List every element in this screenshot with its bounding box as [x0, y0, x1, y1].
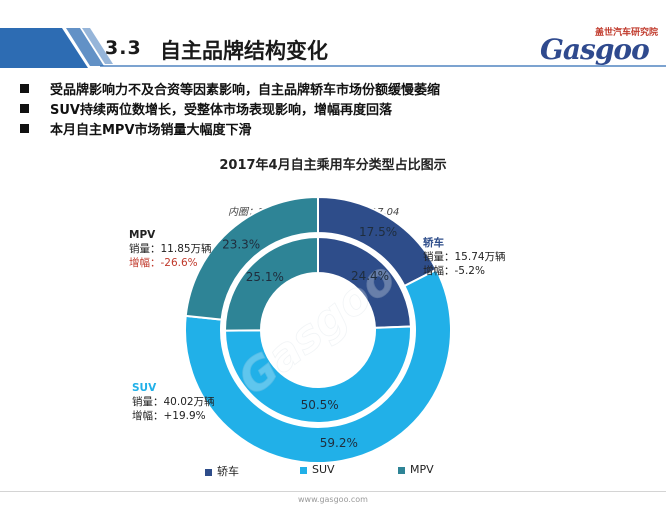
mpv-callout-growth-text: 增幅：-26.6% — [129, 257, 198, 269]
inner-ring-label-suv: 50.5% — [301, 398, 339, 412]
legend-item-sedan: 轿车 — [205, 463, 239, 479]
sedan-callout-name: 轿车 — [423, 237, 444, 249]
suv-callout-sales: 销量：40.02万辆 — [132, 396, 215, 408]
outer-ring-label-mpv: 23.3% — [222, 237, 260, 251]
sedan-callout-sales: 销量：15.74万辆 — [423, 251, 506, 263]
inner-ring-slice-suv — [223, 325, 412, 424]
logo-en-text: Gasgoo — [540, 33, 650, 66]
slide-header: 3.3 自主品牌结构变化 盖世汽车研究院 Gasgoo — [0, 0, 666, 68]
outer-ring-label-suv: 59.2% — [320, 436, 358, 450]
outer-ring-slice-mpv — [184, 195, 319, 321]
legend-swatch-mpv-icon — [398, 466, 405, 474]
footer-divider — [0, 491, 666, 492]
inner-ring-label-mpv: 25.1% — [246, 270, 284, 284]
mpv-callout-growth: 增幅：-26.6% — [129, 256, 212, 270]
suv-callout-name: SUV — [132, 382, 157, 394]
legend-swatch-sedan-icon — [205, 468, 212, 476]
mpv-callout-name: MPV — [129, 229, 156, 241]
section-title: 自主品牌结构变化 — [160, 39, 328, 63]
header-band-graphic — [0, 28, 666, 68]
section-number: 3.3 — [105, 37, 142, 59]
logo-cn-text: 盖世汽车研究院 — [594, 28, 658, 38]
legend-label-sedan: 轿车 — [217, 465, 239, 478]
bullet-text: 受品牌影响力不及合资等因素影响，自主品牌轿车市场份额缓慢萎缩 — [50, 83, 441, 98]
donut-rings — [184, 195, 452, 464]
legend-item-suv: SUV — [300, 463, 335, 476]
chart-title: 2017年4月自主乘用车分类型占比图示 — [219, 158, 447, 173]
bullet-text: SUV持续两位数增长，受整体市场表现影响，增幅再度回落 — [50, 103, 392, 118]
bullet-square-icon — [20, 104, 29, 113]
footer-url: www.gasgoo.com — [298, 495, 368, 504]
mpv-callout-sales: 销量：11.85万辆 — [129, 243, 212, 255]
bullet-text: 本月自主MPV市场销量大幅度下滑 — [50, 123, 252, 138]
bullet-square-icon — [20, 84, 29, 93]
legend-swatch-suv-icon — [300, 466, 307, 474]
mpv-callout: MPV 销量：11.85万辆 增幅：-26.6% — [129, 228, 212, 270]
inner-ring-label-sedan: 24.4% — [351, 269, 389, 283]
legend-item-mpv: MPV — [398, 463, 434, 476]
inner-ring-slice-mpv — [224, 235, 319, 332]
donut-labels: 24.4% 50.5% 25.1% 17.5% 59.2% 23.3% — [222, 225, 397, 450]
suv-callout-growth: 增幅：+19.9% — [132, 410, 206, 422]
legend-label-mpv: MPV — [410, 463, 434, 476]
sedan-callout-growth: 增幅：-5.2% — [423, 265, 485, 277]
bullet-square-icon — [20, 124, 29, 133]
outer-ring-label-sedan: 17.5% — [359, 225, 397, 239]
suv-callout: SUV 销量：40.02万辆 增幅：+19.9% — [132, 381, 215, 423]
gasgoo-logo: 盖世汽车研究院 Gasgoo — [540, 25, 658, 66]
outer-ring-slice-suv — [184, 268, 452, 464]
legend-label-suv: SUV — [312, 463, 335, 476]
sedan-callout: 轿车 销量：15.74万辆 增幅：-5.2% — [423, 236, 506, 278]
